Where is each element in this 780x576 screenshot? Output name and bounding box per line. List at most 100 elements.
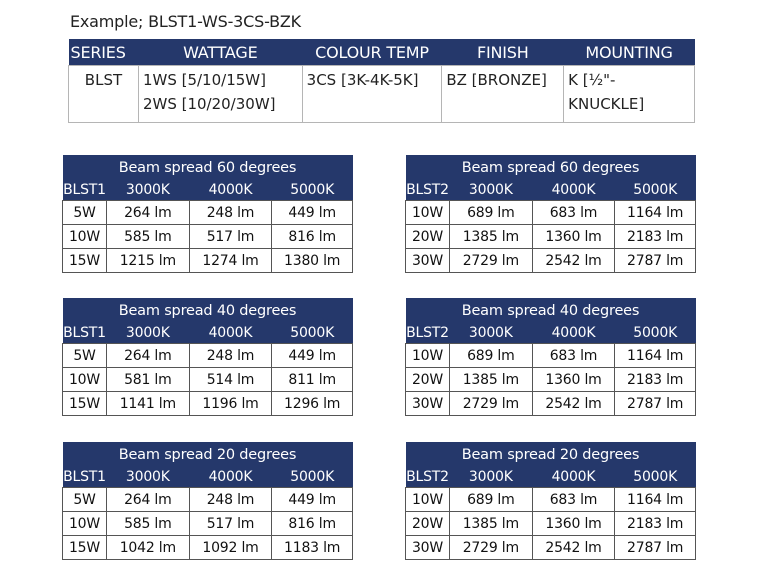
beam-data-row: 5W 264 lm 248 lm 449 lm <box>62 200 353 225</box>
lumen-cell: 2542 lm <box>531 535 616 560</box>
beam-title: Beam spread 40 degrees <box>405 298 696 323</box>
example-code: Example; BLST1-WS-3CS-BZK <box>70 12 301 31</box>
code-table-row: BLST 1WS [5/10/15W] 2WS [10/20/30W] 3CS … <box>68 65 695 123</box>
beam-title-row: Beam spread 60 degrees <box>405 155 696 180</box>
wattage-cell: 10W <box>62 367 107 392</box>
wattage-cell: 20W <box>405 224 450 249</box>
beam-data-row: 20W 1385 lm 1360 lm 2183 lm <box>405 224 696 249</box>
beam-data-row: 20W 1385 lm 1360 lm 2183 lm <box>405 367 696 392</box>
lumen-cell: 248 lm <box>188 487 273 512</box>
beam-title: Beam spread 60 degrees <box>62 155 353 180</box>
beam-title: Beam spread 20 degrees <box>62 442 353 467</box>
lumen-cell: 1385 lm <box>448 511 533 536</box>
beam-data-row: 10W 585 lm 517 lm 816 lm <box>62 511 353 536</box>
lumen-cell: 449 lm <box>271 343 353 368</box>
beam-header-cell: 4000K <box>532 180 615 201</box>
lumen-cell: 449 lm <box>271 487 353 512</box>
beam-data-row: 30W 2729 lm 2542 lm 2787 lm <box>405 535 696 560</box>
lumen-cell: 264 lm <box>105 200 190 225</box>
beam-data-row: 5W 264 lm 248 lm 449 lm <box>62 487 353 512</box>
beam-title: Beam spread 60 degrees <box>405 155 696 180</box>
beam-data-row: 15W 1215 lm 1274 lm 1380 lm <box>62 248 353 273</box>
lumen-cell: 1360 lm <box>531 511 616 536</box>
beam-header-cell: BLST2 <box>405 467 450 488</box>
wattage-cell: 15W <box>62 248 107 273</box>
lumen-cell: 585 lm <box>105 224 190 249</box>
lumen-cell: 689 lm <box>448 487 533 512</box>
lumen-cell: 1296 lm <box>271 391 353 416</box>
beam-title-row: Beam spread 20 degrees <box>405 442 696 467</box>
header-series: SERIES <box>68 39 139 66</box>
lumen-cell: 581 lm <box>105 367 190 392</box>
wattage-cell: 20W <box>405 367 450 392</box>
lumen-cell: 517 lm <box>188 511 273 536</box>
beam-header-cell: 4000K <box>532 467 615 488</box>
beam-header-row: BLST1 3000K 4000K 5000K <box>62 467 353 488</box>
beam-header-cell: 3000K <box>106 467 190 488</box>
beam-header-cell: 3000K <box>106 180 190 201</box>
beam-header-cell: 3000K <box>449 323 533 344</box>
lumen-cell: 248 lm <box>188 200 273 225</box>
wattage-cell: 5W <box>62 343 107 368</box>
beam-title-row: Beam spread 40 degrees <box>405 298 696 323</box>
beam-title: Beam spread 20 degrees <box>405 442 696 467</box>
lumen-cell: 683 lm <box>531 343 616 368</box>
lumen-cell: 1385 lm <box>448 367 533 392</box>
colour-temp-value: 3CS [3K-4K-5K] <box>301 65 443 123</box>
header-wattage: WATTAGE <box>138 39 303 66</box>
wattage-cell: 15W <box>62 535 107 560</box>
header-colour-temp: COLOUR TEMP <box>302 39 442 66</box>
beam-table-blst1-60: Beam spread 60 degrees BLST1 3000K 4000K 500… <box>62 155 353 273</box>
wattage-cell: 10W <box>405 343 450 368</box>
beam-header-row: BLST2 3000K 4000K 5000K <box>405 180 696 201</box>
wattage-cell: 10W <box>405 487 450 512</box>
beam-header-cell: 5000K <box>614 323 696 344</box>
lumen-cell: 1183 lm <box>271 535 353 560</box>
lumen-cell: 585 lm <box>105 511 190 536</box>
lumen-cell: 248 lm <box>188 343 273 368</box>
beam-header-cell: BLST1 <box>62 180 107 201</box>
lumen-cell: 1385 lm <box>448 224 533 249</box>
wattage-option-1: 1WS [5/10/15W] <box>142 71 266 89</box>
lumen-cell: 1360 lm <box>531 224 616 249</box>
header-finish: FINISH <box>441 39 564 66</box>
beam-header-row: BLST1 3000K 4000K 5000K <box>62 323 353 344</box>
beam-table-blst1-40: Beam spread 40 degrees BLST1 3000K 4000K 500… <box>62 298 353 416</box>
beam-title-row: Beam spread 20 degrees <box>62 442 353 467</box>
lumen-cell: 689 lm <box>448 343 533 368</box>
wattage-cell: 20W <box>405 511 450 536</box>
beam-data-row: 10W 689 lm 683 lm 1164 lm <box>405 343 696 368</box>
beam-data-row: 5W 264 lm 248 lm 449 lm <box>62 343 353 368</box>
beam-data-row: 10W 689 lm 683 lm 1164 lm <box>405 487 696 512</box>
beam-header-cell: 5000K <box>271 323 353 344</box>
lumen-cell: 1164 lm <box>614 487 696 512</box>
beam-header-row: BLST2 3000K 4000K 5000K <box>405 323 696 344</box>
lumen-cell: 2787 lm <box>614 391 696 416</box>
lumen-cell: 1196 lm <box>188 391 273 416</box>
lumen-cell: 2542 lm <box>531 248 616 273</box>
mounting-value: K [½"-KNUCKLE] <box>563 65 695 123</box>
beam-header-row: BLST2 3000K 4000K 5000K <box>405 467 696 488</box>
lumen-cell: 449 lm <box>271 200 353 225</box>
wattage-cell: 30W <box>405 535 450 560</box>
lumen-cell: 816 lm <box>271 511 353 536</box>
beam-header-row: BLST1 3000K 4000K 5000K <box>62 180 353 201</box>
wattage-cell: 5W <box>62 200 107 225</box>
wattage-cell: 30W <box>405 391 450 416</box>
product-code-table: SERIES WATTAGE COLOUR TEMP FINISH MOUNTI… <box>68 39 695 123</box>
beam-header-cell: 4000K <box>189 323 272 344</box>
beam-table-blst2-60: Beam spread 60 degrees BLST2 3000K 4000K 500… <box>405 155 696 273</box>
wattage-cell: 30W <box>405 248 450 273</box>
lumen-cell: 2787 lm <box>614 248 696 273</box>
beam-data-row: 15W 1042 lm 1092 lm 1183 lm <box>62 535 353 560</box>
lumen-cell: 1164 lm <box>614 200 696 225</box>
wattage-cell: 15W <box>62 391 107 416</box>
lumen-cell: 816 lm <box>271 224 353 249</box>
beam-header-cell: 3000K <box>449 180 533 201</box>
wattage-cell: 10W <box>62 511 107 536</box>
beam-header-cell: 3000K <box>449 467 533 488</box>
beam-header-cell: 3000K <box>106 323 190 344</box>
lumen-cell: 2729 lm <box>448 535 533 560</box>
beam-header-cell: BLST1 <box>62 467 107 488</box>
wattage-cell: 1WS [5/10/15W] 2WS [10/20/30W] <box>137 65 303 123</box>
